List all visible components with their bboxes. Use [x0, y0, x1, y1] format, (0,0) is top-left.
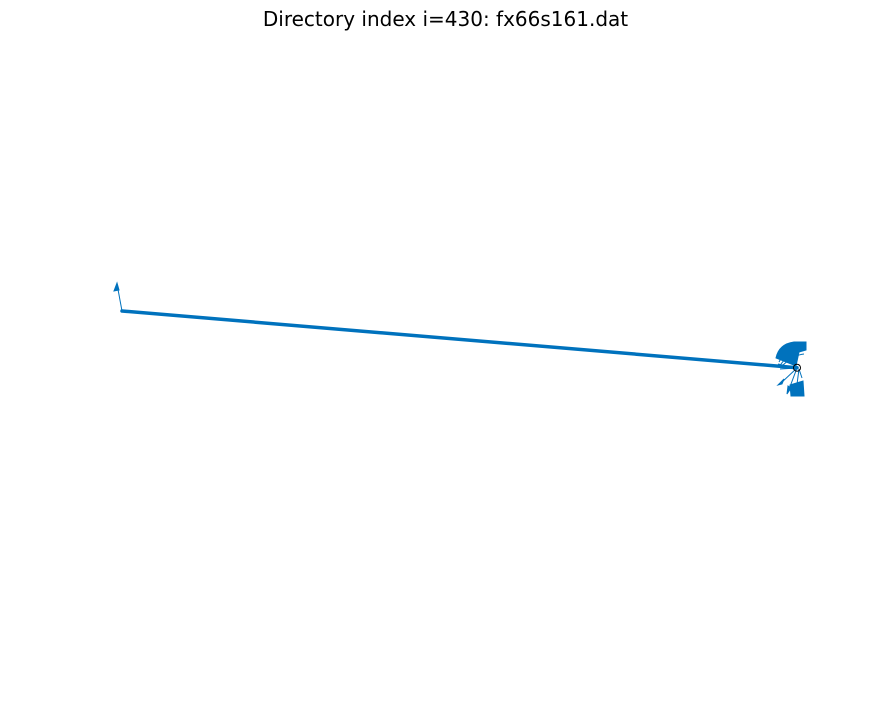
end-marker — [793, 363, 801, 372]
chart-title: Directory index i=430: fx66s161.dat — [262, 7, 629, 31]
left-end-arrow — [113, 281, 123, 312]
trailing-edge-fan — [775, 341, 807, 397]
series-line — [120, 309, 799, 370]
